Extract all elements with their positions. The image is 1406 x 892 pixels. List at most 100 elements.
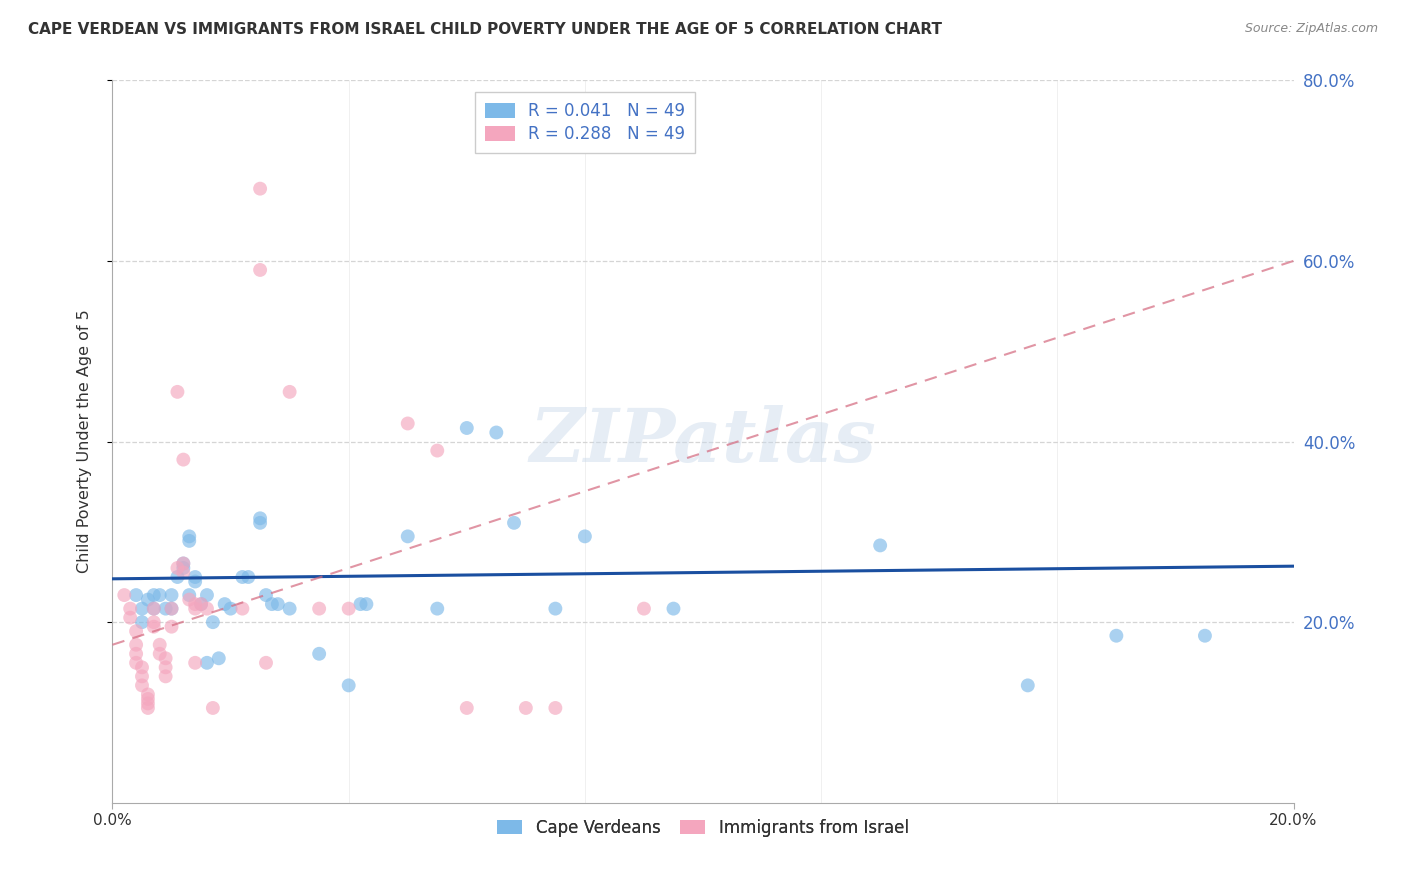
Text: CAPE VERDEAN VS IMMIGRANTS FROM ISRAEL CHILD POVERTY UNDER THE AGE OF 5 CORRELAT: CAPE VERDEAN VS IMMIGRANTS FROM ISRAEL C… — [28, 22, 942, 37]
Point — [254, 656, 277, 670]
Point — [337, 601, 360, 615]
Point — [456, 701, 478, 715]
Point — [136, 687, 159, 701]
Point — [120, 610, 142, 624]
Point — [142, 601, 165, 615]
Point — [155, 651, 177, 665]
Point — [184, 597, 207, 611]
Point — [166, 561, 188, 575]
Point — [544, 701, 567, 715]
Point — [308, 601, 330, 615]
Point — [166, 384, 188, 399]
Point — [278, 384, 301, 399]
Point — [172, 566, 194, 580]
Point — [172, 557, 194, 571]
Point — [131, 601, 153, 615]
Point — [184, 601, 207, 615]
Point — [278, 601, 301, 615]
Point — [190, 597, 212, 611]
Point — [142, 620, 165, 634]
Point — [172, 561, 194, 575]
Point — [544, 601, 567, 615]
Point — [249, 511, 271, 525]
Y-axis label: Child Poverty Under the Age of 5: Child Poverty Under the Age of 5 — [77, 310, 91, 574]
Point — [249, 263, 271, 277]
Point — [238, 570, 260, 584]
Point — [195, 588, 218, 602]
Point — [349, 597, 371, 611]
Point — [149, 588, 172, 602]
Point — [155, 660, 177, 674]
Text: ZIPatlas: ZIPatlas — [530, 405, 876, 478]
Point — [869, 538, 891, 552]
Point — [426, 443, 449, 458]
Point — [136, 592, 159, 607]
Point — [142, 588, 165, 602]
Point — [131, 669, 153, 683]
Point — [214, 597, 236, 611]
Point — [337, 678, 360, 692]
Point — [125, 656, 148, 670]
Point — [155, 669, 177, 683]
Point — [131, 615, 153, 630]
Point — [160, 588, 183, 602]
Point — [179, 588, 201, 602]
Point — [136, 692, 159, 706]
Point — [112, 588, 135, 602]
Point — [260, 597, 283, 611]
Point — [149, 647, 172, 661]
Point — [195, 601, 218, 615]
Point — [166, 570, 188, 584]
Point — [201, 701, 224, 715]
Point — [503, 516, 526, 530]
Point — [136, 697, 159, 711]
Point — [249, 182, 271, 196]
Point — [160, 601, 183, 615]
Point — [160, 601, 183, 615]
Point — [396, 417, 419, 431]
Point — [179, 529, 201, 543]
Point — [179, 533, 201, 548]
Point — [201, 615, 224, 630]
Point — [184, 570, 207, 584]
Text: Source: ZipAtlas.com: Source: ZipAtlas.com — [1244, 22, 1378, 36]
Point — [308, 647, 330, 661]
Point — [231, 601, 253, 615]
Point — [515, 701, 537, 715]
Point — [396, 529, 419, 543]
Point — [195, 656, 218, 670]
Point — [190, 597, 212, 611]
Legend: Cape Verdeans, Immigrants from Israel: Cape Verdeans, Immigrants from Israel — [489, 810, 917, 845]
Point — [125, 588, 148, 602]
Point — [142, 615, 165, 630]
Point — [120, 601, 142, 615]
Point — [231, 570, 253, 584]
Point — [131, 678, 153, 692]
Point — [155, 601, 177, 615]
Point — [149, 638, 172, 652]
Point — [485, 425, 508, 440]
Point — [219, 601, 242, 615]
Point — [172, 557, 194, 571]
Point — [125, 638, 148, 652]
Point — [160, 620, 183, 634]
Point — [208, 651, 231, 665]
Point — [662, 601, 685, 615]
Point — [125, 624, 148, 639]
Point — [267, 597, 290, 611]
Point — [172, 452, 194, 467]
Point — [136, 701, 159, 715]
Point — [184, 574, 207, 589]
Point — [142, 601, 165, 615]
Point — [249, 516, 271, 530]
Point — [426, 601, 449, 615]
Point — [574, 529, 596, 543]
Point — [254, 588, 277, 602]
Point — [131, 660, 153, 674]
Point — [125, 647, 148, 661]
Point — [633, 601, 655, 615]
Point — [179, 592, 201, 607]
Point — [456, 421, 478, 435]
Point — [1194, 629, 1216, 643]
Point — [356, 597, 378, 611]
